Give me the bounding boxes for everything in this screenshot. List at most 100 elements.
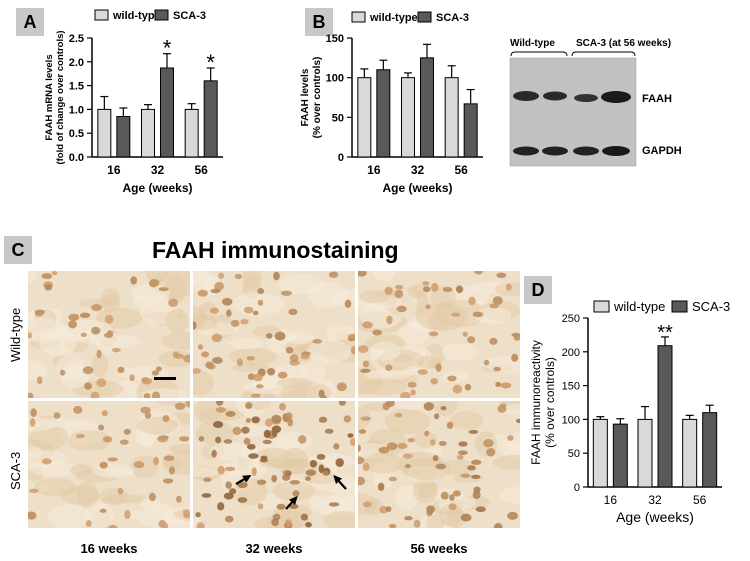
blot-group-sca3: SCA-3 (at 56 weeks) bbox=[576, 38, 672, 49]
y-axis-label: (fold of change over controls) bbox=[55, 30, 66, 164]
micrograph-wt-56 bbox=[358, 271, 520, 398]
y-tick-label: 0 bbox=[574, 482, 580, 494]
x-axis-label: Age (weeks) bbox=[616, 509, 694, 525]
x-tick-label: 32 bbox=[411, 163, 425, 177]
chart-d-faah-immunoreactivity: 0 50 100 150 200 250 16 32 ** 56 Age (weeks) FAAH i… bbox=[529, 299, 730, 525]
blot-group-wild-type: Wild-type bbox=[510, 38, 555, 49]
micrograph-wt-32-image bbox=[193, 271, 355, 398]
bar-sca-3-32 bbox=[420, 57, 434, 158]
bar-sca-3-56 bbox=[203, 80, 218, 158]
arrow-head bbox=[242, 474, 252, 483]
y-tick-label: 150 bbox=[326, 33, 344, 45]
bar-wild-type-16 bbox=[592, 418, 608, 488]
y-tick-label: 100 bbox=[562, 414, 580, 426]
bar-wild-type-56 bbox=[184, 108, 199, 158]
micrograph-wt-56-image bbox=[358, 271, 520, 398]
bar-sca-3-56 bbox=[702, 412, 718, 488]
y-axis-label: (% over controls) bbox=[312, 57, 323, 139]
x-axis-label: Age (weeks) bbox=[382, 181, 452, 195]
legend-swatch-sca-3 bbox=[417, 11, 432, 23]
y-tick-label: 0 bbox=[338, 152, 344, 164]
x-tick-label: 16 bbox=[107, 163, 121, 177]
y-tick-label: 2.0 bbox=[69, 57, 84, 69]
blot-image bbox=[509, 51, 637, 167]
bar-sca-3-16 bbox=[116, 116, 131, 158]
y-tick-label: 100 bbox=[326, 73, 344, 85]
legend-swatch-wild-type bbox=[351, 11, 366, 23]
blot-band-gapdh: GAPDH bbox=[642, 145, 682, 157]
micrograph-sca3-32 bbox=[193, 401, 355, 528]
col-label-56-weeks: 56 weeks bbox=[410, 541, 468, 556]
western-blot: Wild-type SCA-3 (at 56 weeks) FAAH GAPDH bbox=[508, 38, 682, 170]
legend-swatch-sca-3 bbox=[671, 300, 688, 313]
bar-sca-3-56 bbox=[463, 103, 478, 158]
legend-label-wild-type: wild-type bbox=[112, 10, 161, 22]
y-tick-label: 250 bbox=[562, 313, 580, 325]
arrow-head bbox=[289, 496, 298, 505]
y-tick-label: 50 bbox=[332, 112, 344, 124]
micrograph-sca3-56 bbox=[358, 401, 520, 528]
row-label-wild-type: Wild-type bbox=[8, 307, 23, 362]
chart-a-faah-mrna: 0.0 0.5 1.0 1.5 2.0 2.5 16 32 * 56 * Age (weeks) FAA… bbox=[44, 9, 223, 195]
bar-sca-3-16 bbox=[376, 69, 391, 158]
micrograph-wt-32 bbox=[193, 271, 355, 398]
legend-swatch-sca-3 bbox=[154, 9, 169, 21]
bar-sca-3-16 bbox=[612, 423, 628, 488]
panel-letter-a: A bbox=[16, 8, 44, 36]
bar-sca-3-32 bbox=[657, 345, 673, 488]
micrograph-wt-16-image bbox=[28, 271, 190, 398]
y-tick-label: 2.5 bbox=[69, 33, 84, 45]
x-tick-label: 16 bbox=[367, 163, 381, 177]
scale-bar bbox=[154, 377, 176, 380]
legend-label-sca-3: SCA-3 bbox=[692, 299, 730, 314]
bar-wild-type-16 bbox=[357, 77, 372, 158]
x-axis-label: Age (weeks) bbox=[122, 181, 192, 195]
y-tick-label: 1.0 bbox=[69, 104, 84, 116]
legend-swatch-wild-type bbox=[94, 9, 109, 21]
y-axis-label: FAAH mRNA levels bbox=[44, 54, 55, 140]
legend-label-sca-3: SCA-3 bbox=[436, 12, 469, 24]
y-axis-label: (% over controls) bbox=[543, 357, 557, 448]
panel-letter-c: C bbox=[4, 236, 32, 264]
y-tick-label: 200 bbox=[562, 347, 580, 359]
row-label-sca3: SCA-3 bbox=[8, 451, 23, 490]
bar-wild-type-32 bbox=[141, 108, 155, 158]
panel-letter-b: B bbox=[305, 8, 333, 36]
legend-label-sca-3: SCA-3 bbox=[173, 10, 206, 22]
y-tick-label: 0.5 bbox=[69, 128, 84, 140]
significance-marker: ** bbox=[657, 322, 673, 344]
bar-wild-type-56 bbox=[444, 77, 459, 158]
panel-letter-d: D bbox=[524, 276, 552, 304]
x-tick-label: 56 bbox=[693, 493, 707, 507]
legend-swatch-wild-type bbox=[593, 300, 610, 313]
bar-wild-type-32 bbox=[401, 77, 415, 158]
arrow-head bbox=[333, 475, 342, 484]
col-label-32-weeks: 32 weeks bbox=[245, 541, 303, 556]
bar-sca-3-32 bbox=[160, 67, 174, 158]
legend-label-wild-type: wild-type bbox=[613, 299, 665, 314]
col-label-16-weeks: 16 weeks bbox=[80, 541, 138, 556]
micrograph-sca3-16-image bbox=[28, 401, 190, 528]
bar-wild-type-56 bbox=[682, 418, 698, 488]
y-tick-label: 1.5 bbox=[69, 81, 84, 93]
legend-label-wild-type: wild-type bbox=[369, 12, 418, 24]
x-tick-label: 56 bbox=[194, 163, 208, 177]
blot-band-faah: FAAH bbox=[642, 93, 672, 105]
y-axis-label: FAAH levels bbox=[300, 68, 311, 126]
bar-wild-type-16 bbox=[97, 108, 112, 158]
immunostaining-title: FAAH immunostaining bbox=[152, 237, 399, 263]
significance-marker: * bbox=[163, 36, 172, 61]
y-axis-label: FAAH immunoreactivity bbox=[529, 340, 543, 465]
y-tick-label: 150 bbox=[562, 381, 580, 393]
bar-wild-type-32 bbox=[637, 418, 653, 488]
significance-marker: * bbox=[206, 50, 215, 75]
x-tick-label: 56 bbox=[454, 163, 468, 177]
micrograph-sca3-16 bbox=[28, 401, 190, 528]
y-tick-label: 0.0 bbox=[69, 152, 84, 164]
x-tick-label: 32 bbox=[648, 493, 662, 507]
x-tick-label: 16 bbox=[604, 493, 618, 507]
micrograph-wt-16 bbox=[28, 271, 190, 398]
y-tick-label: 50 bbox=[568, 448, 580, 460]
micrograph-sca3-32-image bbox=[193, 401, 355, 528]
